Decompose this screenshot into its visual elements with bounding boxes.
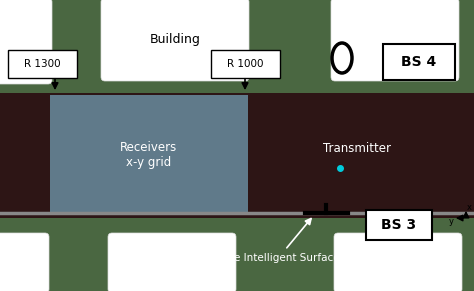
FancyBboxPatch shape <box>383 44 455 80</box>
Text: y: y <box>448 217 454 226</box>
FancyBboxPatch shape <box>334 233 462 291</box>
FancyBboxPatch shape <box>0 233 49 291</box>
Text: BS 3: BS 3 <box>382 218 417 232</box>
Text: Receivers
x-y grid: Receivers x-y grid <box>120 141 178 169</box>
Text: Transmitter: Transmitter <box>323 141 391 155</box>
Text: R 1300: R 1300 <box>24 59 60 69</box>
FancyBboxPatch shape <box>8 50 77 78</box>
Text: BS 4: BS 4 <box>401 55 437 69</box>
FancyBboxPatch shape <box>366 210 432 240</box>
FancyBboxPatch shape <box>101 0 249 81</box>
FancyBboxPatch shape <box>211 50 280 78</box>
Bar <box>50 95 248 213</box>
Bar <box>0 93 474 218</box>
FancyBboxPatch shape <box>108 233 236 291</box>
FancyBboxPatch shape <box>0 0 52 84</box>
FancyBboxPatch shape <box>331 0 459 81</box>
Text: Large Intelligent Surface: Large Intelligent Surface <box>210 253 339 263</box>
Text: Building: Building <box>150 33 201 47</box>
Text: x: x <box>466 203 472 212</box>
Text: R 1000: R 1000 <box>227 59 263 69</box>
